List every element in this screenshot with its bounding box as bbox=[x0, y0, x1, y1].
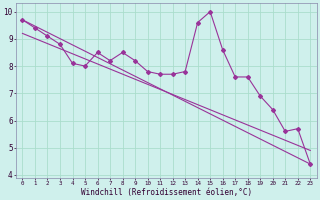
X-axis label: Windchill (Refroidissement éolien,°C): Windchill (Refroidissement éolien,°C) bbox=[81, 188, 252, 197]
